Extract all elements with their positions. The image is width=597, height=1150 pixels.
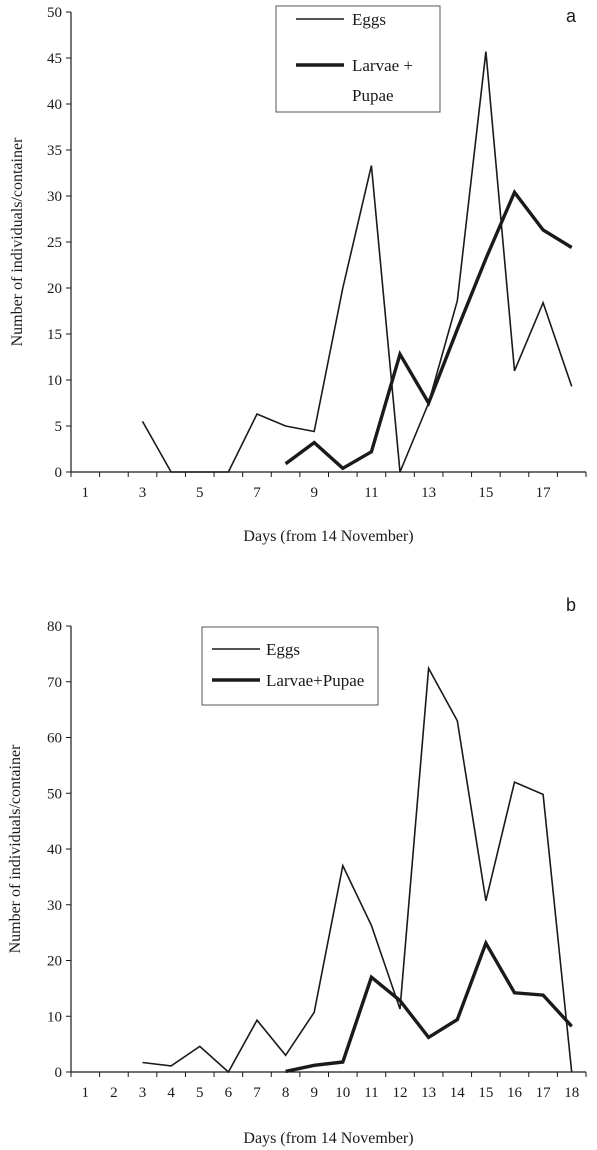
x-tick-label: 4 <box>167 1085 175 1101</box>
x-tick-label: 8 <box>282 1085 290 1101</box>
y-tick-label: 20 <box>47 954 62 970</box>
legend: Eggs Larvae + Pupae <box>275 5 441 113</box>
x-tick-label: 3 <box>139 1085 147 1101</box>
x-tick-label: 16 <box>507 1085 523 1101</box>
legend-label: Larvae + <box>352 56 413 75</box>
legend-label: Eggs <box>266 640 300 659</box>
y-tick-label: 15 <box>47 327 62 343</box>
series-line-larvae-pupae <box>284 188 573 471</box>
y-axis-title: Number of individuals/container <box>7 744 24 954</box>
y-tick-label: 20 <box>47 281 62 297</box>
x-tick-label: 1 <box>82 485 90 501</box>
x-tick-label: 11 <box>364 485 378 501</box>
y-axis-title: Number of individuals/container <box>9 137 26 347</box>
legend-box <box>275 5 441 113</box>
x-tick-label: 5 <box>196 485 204 501</box>
y-tick-label: 40 <box>47 97 62 113</box>
y-tick-label: 50 <box>47 5 62 21</box>
y-tick-label: 70 <box>47 675 62 691</box>
legend-label: Larvae+Pupae <box>266 671 364 690</box>
x-tick-label: 7 <box>253 1085 261 1101</box>
y-tick-label: 5 <box>55 419 63 435</box>
y-tick-label: 80 <box>47 619 62 635</box>
x-tick-label: 9 <box>310 1085 318 1101</box>
y-tick-label: 45 <box>47 51 62 67</box>
y-tick-label: 35 <box>47 143 62 159</box>
x-tick-label: 13 <box>421 1085 436 1101</box>
panel-label: b <box>566 595 576 615</box>
y-tick-label: 0 <box>55 465 63 481</box>
x-tick-label: 14 <box>450 1085 466 1101</box>
x-tick-label: 15 <box>478 1085 493 1101</box>
x-tick-label: 2 <box>110 1085 118 1101</box>
x-axis-title: Days (from 14 November) <box>243 528 413 545</box>
y-tick-label: 0 <box>55 1065 63 1081</box>
legend-box <box>201 626 379 706</box>
x-tick-label: 18 <box>564 1085 579 1101</box>
y-tick-label: 40 <box>47 842 62 858</box>
y-tick-label: 30 <box>47 898 62 914</box>
x-tick-label: 1 <box>82 1085 90 1101</box>
y-tick-label: 10 <box>47 373 62 389</box>
x-tick-label: 6 <box>225 1085 233 1101</box>
panel-label: a <box>566 6 577 26</box>
x-tick-label: 9 <box>310 485 318 501</box>
y-tick-label: 50 <box>47 786 62 802</box>
x-tick-label: 12 <box>393 1085 408 1101</box>
x-tick-label: 15 <box>478 485 493 501</box>
series-line-eggs <box>142 665 573 1074</box>
legend-label: Eggs <box>352 10 386 29</box>
x-tick-label: 7 <box>253 485 261 501</box>
legend-label: Pupae <box>352 86 394 105</box>
y-tick-label: 30 <box>47 189 62 205</box>
x-tick-label: 10 <box>335 1085 350 1101</box>
series-line-larvae-pupae <box>285 939 573 1074</box>
x-tick-label: 11 <box>364 1085 378 1101</box>
x-axis-title: Days (from 14 November) <box>243 1130 413 1147</box>
x-tick-label: 5 <box>196 1085 204 1101</box>
series-line-eggs <box>141 51 573 473</box>
y-tick-label: 60 <box>47 731 62 747</box>
y-tick-label: 10 <box>47 1009 62 1025</box>
x-tick-label: 17 <box>536 485 552 501</box>
x-tick-label: 17 <box>536 1085 552 1101</box>
x-tick-label: 13 <box>421 485 436 501</box>
y-tick-label: 25 <box>47 235 62 251</box>
x-tick-label: 3 <box>139 485 147 501</box>
legend: Eggs Larvae+Pupae <box>201 626 379 706</box>
